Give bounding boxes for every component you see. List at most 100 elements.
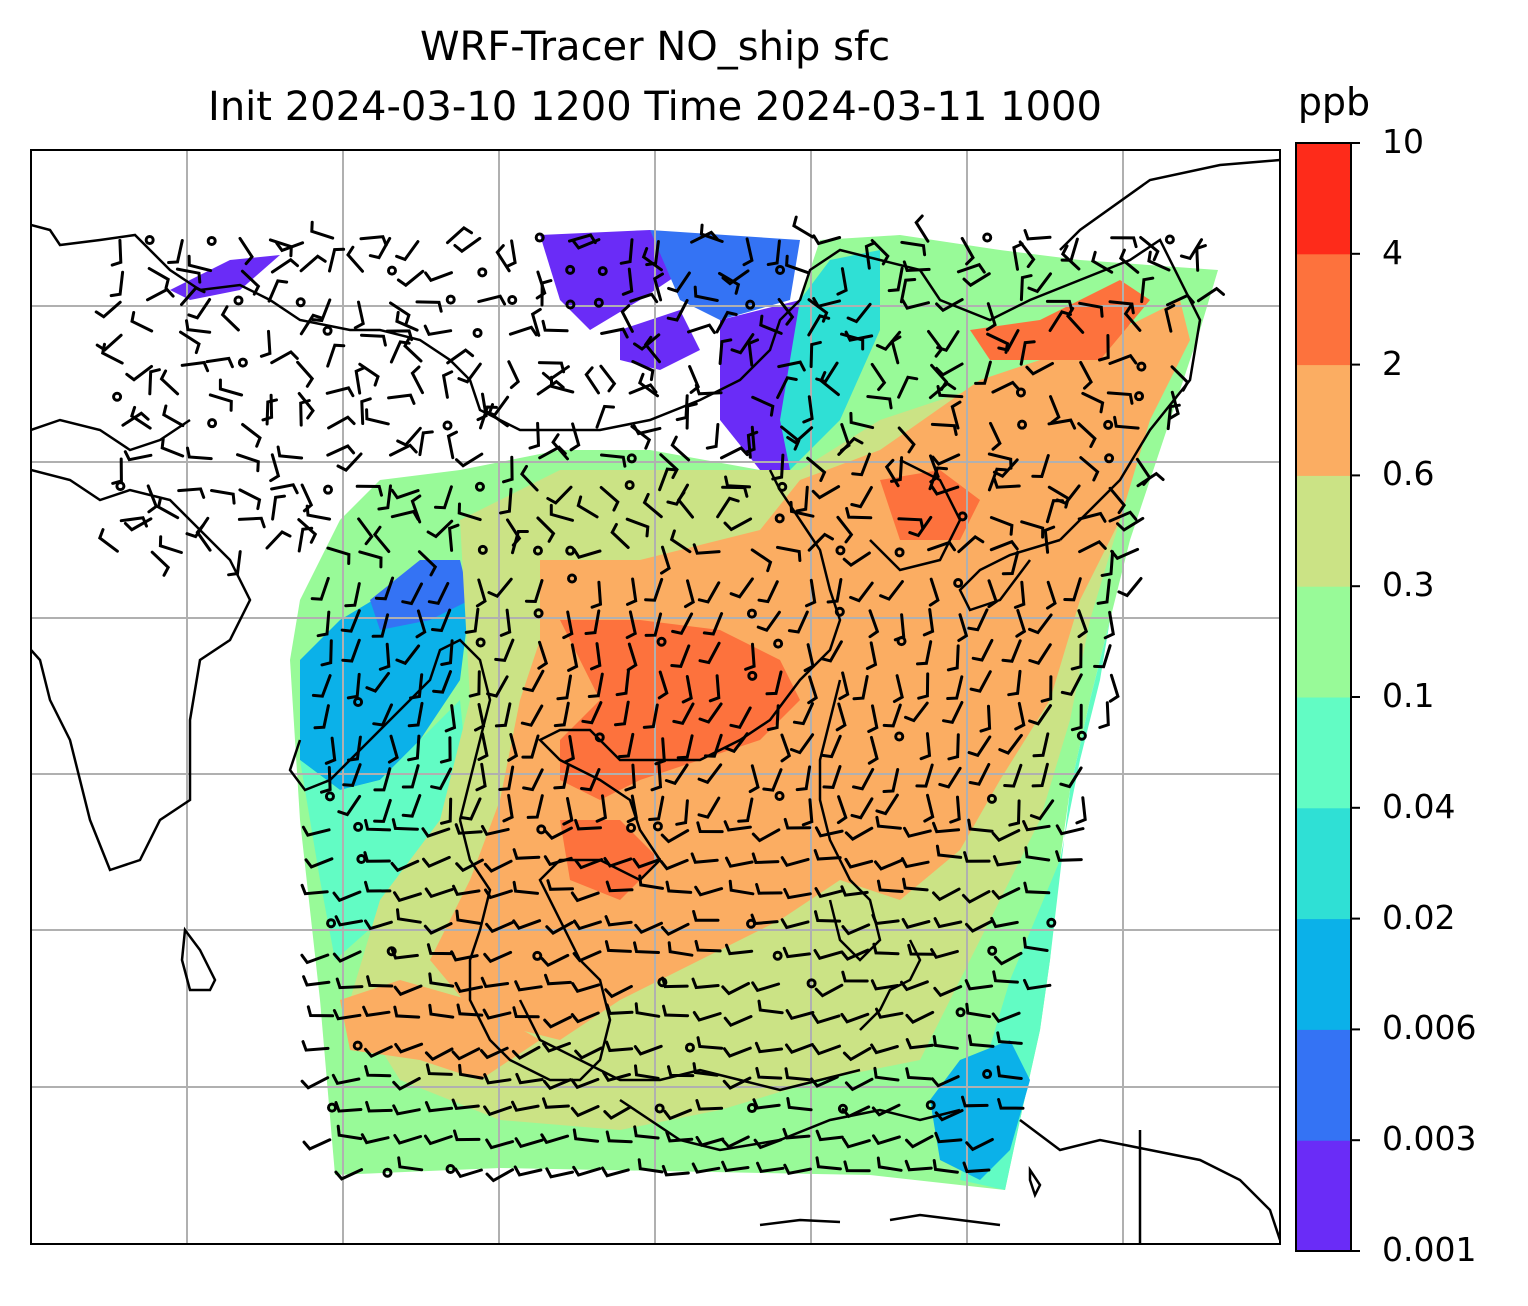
wind-barb	[341, 638, 361, 663]
wind-barb	[1098, 334, 1110, 362]
wind-barb	[844, 826, 874, 841]
wind-barb	[722, 1046, 752, 1058]
wind-barb	[1170, 365, 1190, 392]
calm-wind-marker	[206, 235, 217, 246]
wind-barb	[302, 975, 331, 987]
wind-barb	[574, 858, 604, 870]
wind-barb	[455, 909, 482, 925]
wind-barb	[695, 1135, 725, 1147]
wind-barb	[454, 981, 483, 993]
calm-wind-marker	[745, 299, 756, 310]
wind-barb	[1024, 846, 1051, 862]
calm-wind-marker	[597, 266, 608, 277]
wind-barb	[660, 922, 690, 937]
wind-barb	[236, 453, 260, 473]
wind-barb	[572, 548, 602, 559]
wind-barb	[464, 607, 480, 634]
wind-barb	[746, 430, 759, 459]
wind-barb	[750, 548, 773, 573]
calm-wind-marker	[1134, 391, 1145, 402]
wind-barb	[543, 1015, 572, 1029]
wind-barb	[567, 643, 579, 672]
calm-wind-marker	[532, 950, 543, 961]
wind-barb	[595, 794, 608, 823]
wind-barb	[1168, 390, 1180, 420]
wind-barb	[696, 821, 724, 834]
wind-barb	[540, 953, 570, 968]
calm-wind-marker	[773, 638, 784, 649]
wind-barb	[270, 350, 299, 365]
wind-barb	[693, 285, 719, 302]
wind-barb	[187, 254, 213, 273]
wind-barb	[390, 948, 419, 960]
wind-barb	[777, 298, 795, 326]
wind-barb	[458, 1063, 484, 1080]
wind-barb	[499, 608, 512, 637]
wind-barb	[512, 880, 539, 895]
wind-barb	[927, 540, 956, 552]
wind-barb	[302, 1138, 332, 1151]
wind-barb	[603, 857, 633, 868]
wind-barb	[424, 887, 454, 899]
wind-barb	[1070, 643, 1083, 671]
wind-barb	[393, 891, 422, 903]
wind-barb	[423, 324, 453, 336]
wind-barb	[477, 294, 507, 306]
calm-wind-marker	[775, 264, 786, 275]
wind-barb	[1008, 799, 1021, 827]
wind-barb	[446, 226, 473, 245]
wind-barb	[576, 495, 599, 519]
wind-barb	[766, 704, 780, 732]
wind-barb	[604, 915, 633, 927]
wind-barb	[897, 375, 919, 399]
calm-wind-marker	[144, 235, 155, 246]
wind-barb	[904, 1159, 933, 1172]
wind-barb	[812, 297, 841, 309]
wind-barb	[227, 550, 242, 577]
calm-wind-marker	[774, 790, 785, 801]
calm-wind-marker	[534, 232, 545, 243]
wind-barb	[1078, 301, 1104, 318]
wind-barb	[934, 1131, 963, 1144]
wind-barb	[1022, 936, 1049, 952]
wind-barb	[690, 852, 719, 864]
colorbar-tick-label: 0.3	[1382, 565, 1435, 605]
wind-barb	[1147, 250, 1171, 272]
wind-barb	[545, 920, 574, 935]
wind-barb	[387, 734, 399, 764]
wind-barb	[513, 1165, 543, 1177]
wind-barb	[316, 610, 331, 638]
wind-barb	[483, 1105, 512, 1117]
wind-barb	[1117, 577, 1143, 598]
calm-wind-marker	[1164, 234, 1175, 245]
wind-barb	[786, 426, 814, 445]
wind-barb	[965, 1002, 992, 1019]
wind-barb	[957, 535, 985, 554]
wind-barb	[805, 578, 817, 608]
wind-barb	[942, 701, 964, 724]
wind-barb	[360, 1133, 390, 1145]
colorbar-segment	[1296, 807, 1351, 920]
wind-barb	[346, 245, 364, 273]
wind-barb	[1049, 395, 1061, 424]
wind-barb	[440, 797, 453, 825]
wind-barb	[401, 764, 420, 789]
wind-barb	[1045, 499, 1064, 524]
wind-barb	[757, 999, 784, 1015]
wind-barb	[1045, 299, 1074, 312]
wind-barb	[439, 736, 452, 764]
wind-barb	[542, 1097, 570, 1109]
wind-barb	[663, 1108, 692, 1121]
wind-barb	[553, 701, 570, 728]
wind-barb	[353, 300, 365, 330]
wind-barb	[455, 858, 484, 873]
wind-barb	[218, 378, 244, 397]
wind-barb	[728, 879, 755, 896]
wind-barb	[697, 763, 723, 785]
wind-barb	[378, 642, 391, 671]
wind-barb	[297, 392, 315, 420]
wind-barb	[602, 1071, 631, 1083]
wind-barb	[401, 582, 423, 606]
wind-barb	[792, 215, 815, 239]
wind-barb	[1123, 304, 1142, 332]
